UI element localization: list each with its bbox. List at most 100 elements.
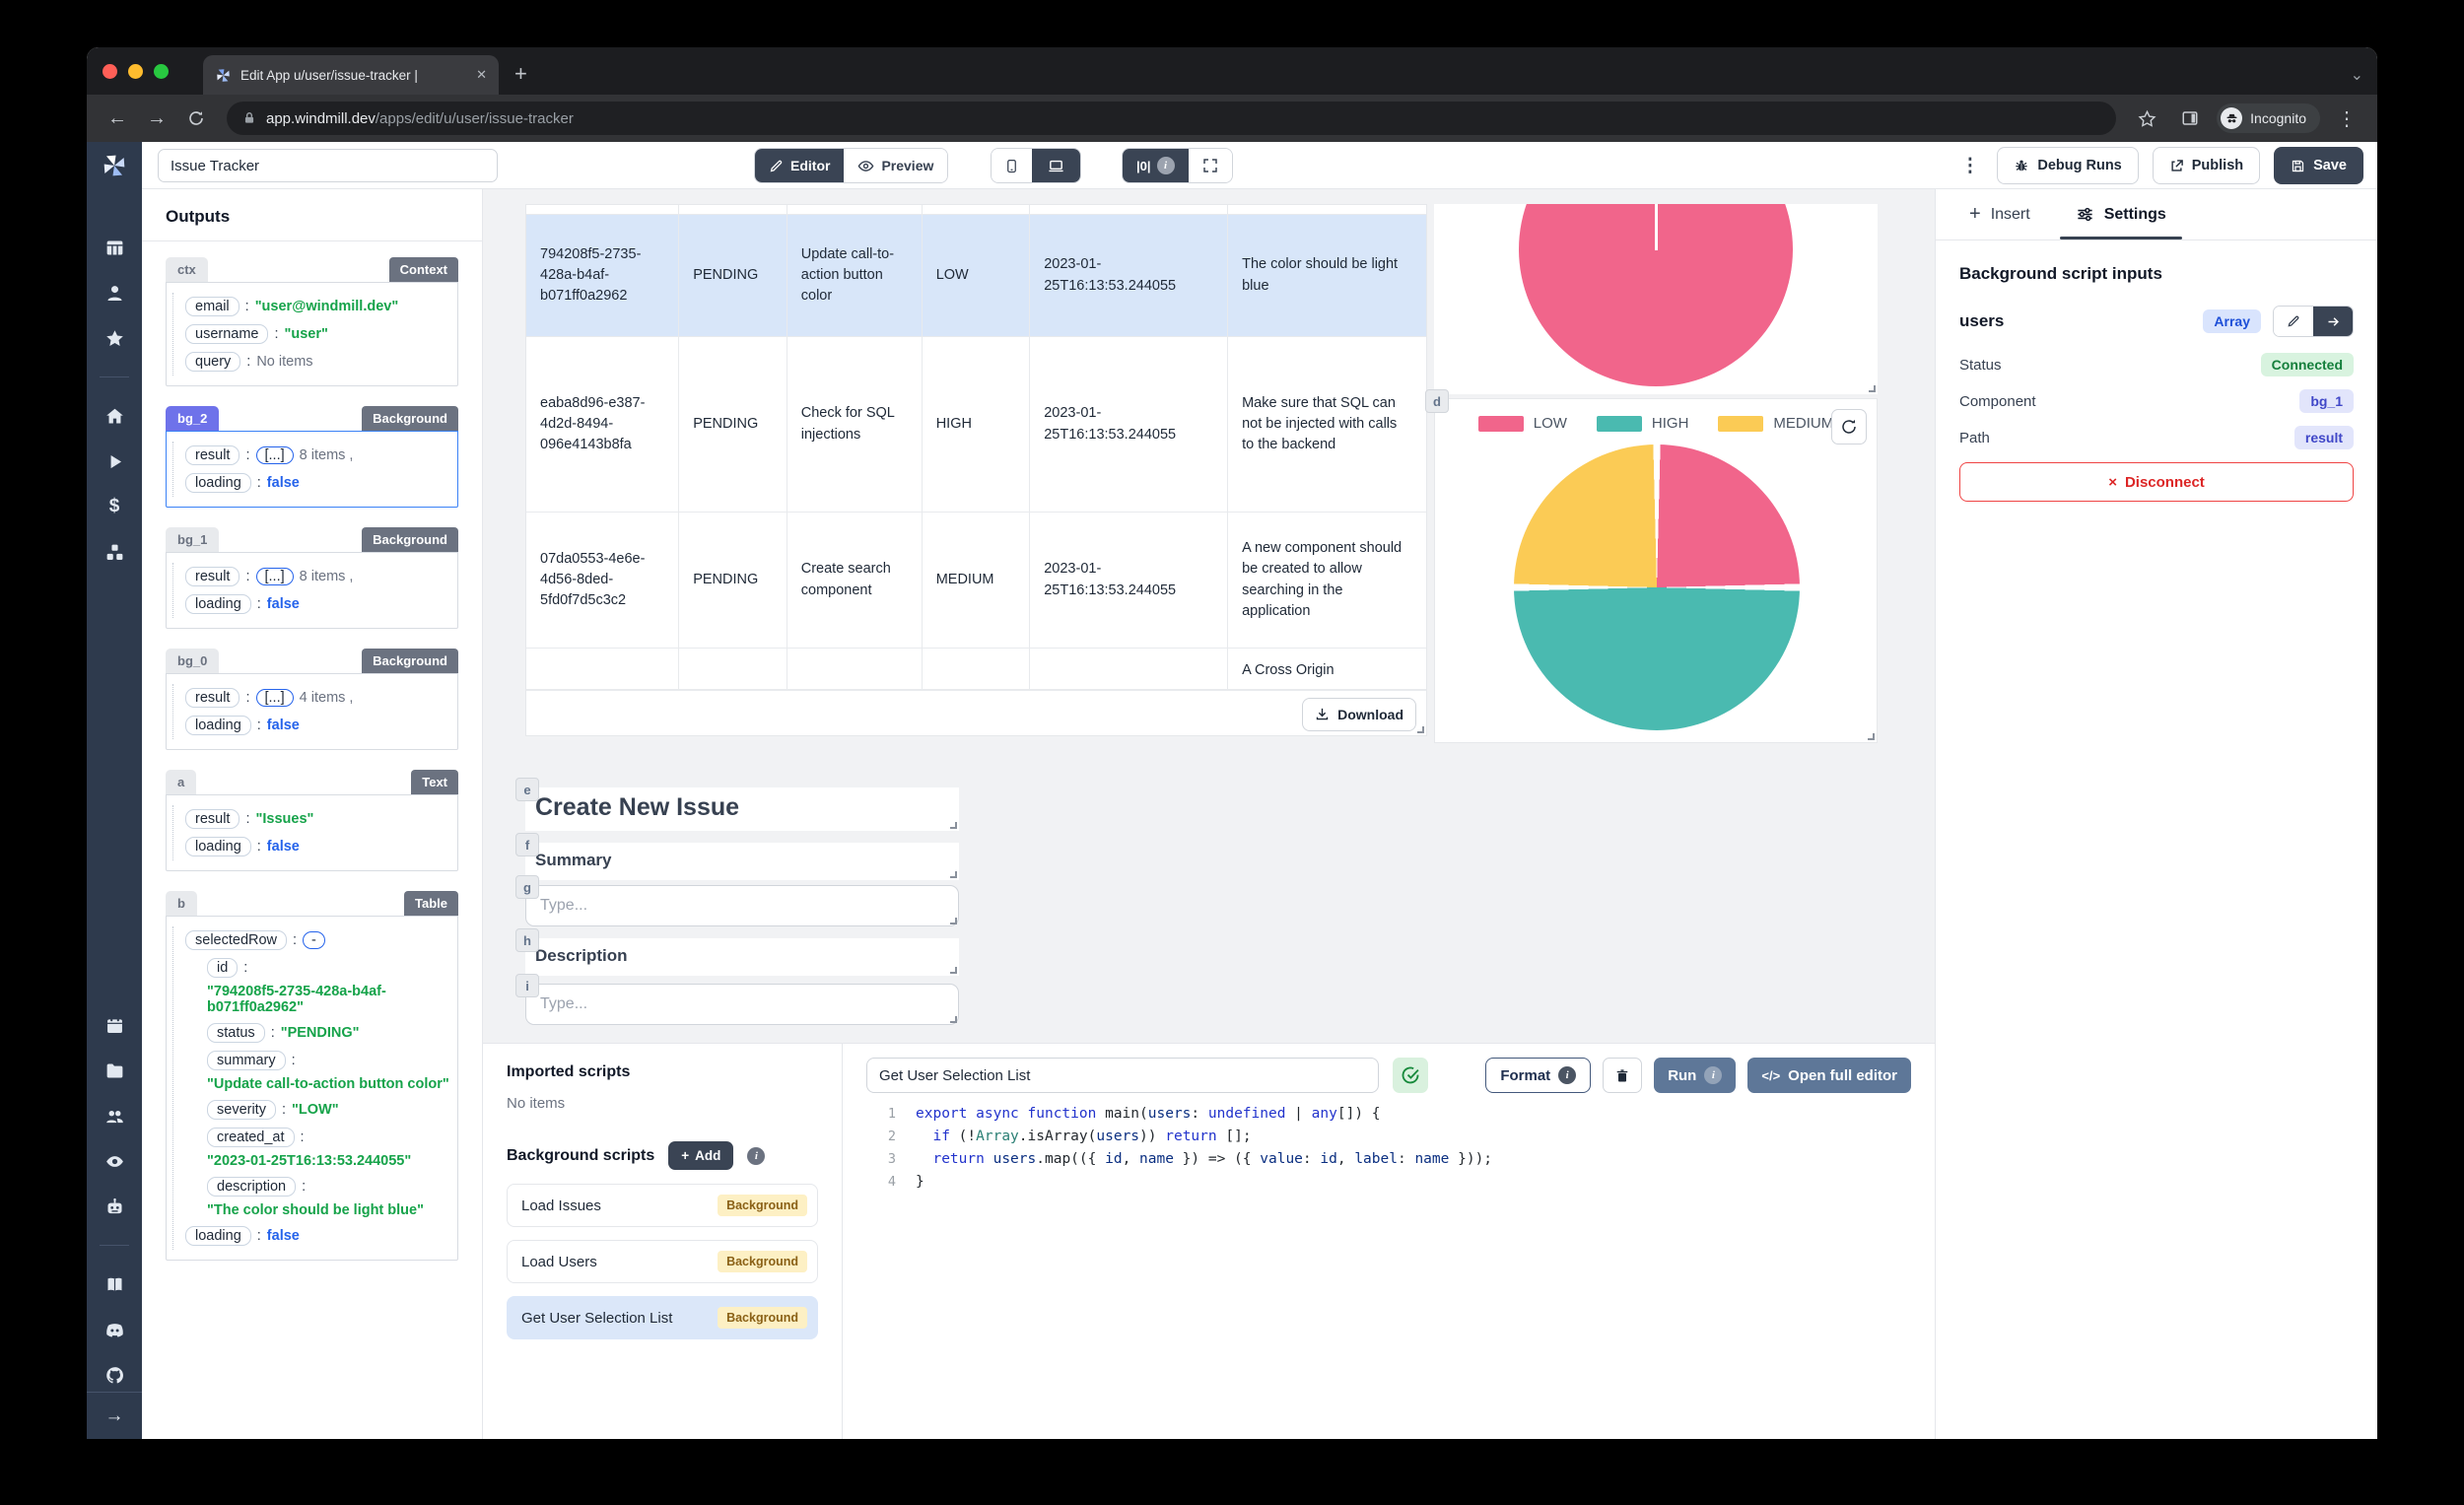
- script-item[interactable]: Get User Selection List Background: [507, 1296, 818, 1339]
- table-row[interactable]: eaba8d96-e387-4d2d-8494-096e4143b8fa PEND…: [526, 337, 1426, 513]
- output-key[interactable]: loading: [185, 594, 251, 614]
- resize-handle[interactable]: [950, 871, 957, 878]
- grid-lines-button[interactable]: |0| i: [1123, 149, 1189, 182]
- disconnect-button[interactable]: × Disconnect: [1959, 462, 2354, 502]
- code-editor[interactable]: 1 export async function main(users: undef…: [866, 1103, 1911, 1194]
- summary-input[interactable]: [525, 885, 959, 926]
- resize-handle[interactable]: [1417, 726, 1424, 733]
- script-item[interactable]: Load Users Background: [507, 1240, 818, 1283]
- tab-close-icon[interactable]: ✕: [476, 67, 487, 82]
- more-options-icon[interactable]: ⋮: [1960, 155, 1980, 176]
- output-key[interactable]: loading: [185, 837, 251, 856]
- pie-chart-component[interactable]: d LOW HIGH MEDIUM: [1425, 389, 1878, 743]
- component-id-chip[interactable]: bg_1: [166, 527, 220, 552]
- add-script-button[interactable]: + Add: [668, 1141, 734, 1170]
- output-collapsed-value[interactable]: [...]: [255, 689, 294, 707]
- mobile-view-button[interactable]: [992, 149, 1032, 182]
- back-button[interactable]: ←: [107, 106, 127, 129]
- output-key[interactable]: severity: [207, 1100, 276, 1120]
- star-icon[interactable]: [97, 321, 132, 355]
- user-icon[interactable]: [97, 276, 132, 309]
- output-key[interactable]: description: [207, 1177, 297, 1197]
- robot-icon[interactable]: [97, 1190, 132, 1223]
- users-icon[interactable]: [97, 1099, 132, 1132]
- fullscreen-button[interactable]: [1188, 149, 1232, 182]
- component-tag[interactable]: i: [515, 974, 539, 997]
- component-id-chip[interactable]: b: [166, 891, 197, 916]
- script-name-input[interactable]: [866, 1058, 1379, 1093]
- maximize-window-button[interactable]: [154, 64, 169, 79]
- script-item[interactable]: Load Issues Background: [507, 1184, 818, 1227]
- summary-label-component[interactable]: f Summary: [515, 833, 959, 880]
- legend-item-low[interactable]: LOW: [1477, 415, 1567, 432]
- output-key[interactable]: loading: [185, 716, 251, 735]
- new-tab-button[interactable]: +: [514, 61, 527, 86]
- output-key[interactable]: email: [185, 297, 240, 316]
- run-button[interactable]: Run i: [1654, 1058, 1737, 1093]
- output-key[interactable]: result: [185, 567, 240, 586]
- output-key[interactable]: selectedRow: [185, 930, 288, 950]
- output-key[interactable]: summary: [207, 1051, 286, 1070]
- type-badge[interactable]: Array: [2203, 309, 2261, 333]
- component-id-chip[interactable]: bg_0: [166, 649, 220, 673]
- discord-icon[interactable]: [97, 1313, 132, 1346]
- grid-apps-icon[interactable]: [97, 231, 132, 264]
- component-id-chip[interactable]: bg_2: [166, 406, 220, 431]
- debug-runs-button[interactable]: Debug Runs: [1997, 147, 2139, 184]
- output-key[interactable]: result: [185, 688, 240, 708]
- desktop-view-button[interactable]: [1032, 149, 1080, 182]
- github-icon[interactable]: [97, 1358, 132, 1392]
- folder-icon[interactable]: [97, 1054, 132, 1087]
- table-row[interactable]: 07da0553-4e6e-4d56-8ded-5fd0f7d5c3c2 PEND…: [526, 513, 1426, 649]
- component-id-chip[interactable]: a: [166, 770, 197, 794]
- component-tag[interactable]: h: [515, 928, 539, 952]
- form-title-component[interactable]: e Create New Issue: [515, 778, 959, 831]
- setting-value-badge[interactable]: Connected: [2260, 353, 2354, 376]
- delete-script-button[interactable]: [1603, 1058, 1643, 1093]
- macos-window-controls[interactable]: [103, 64, 169, 79]
- address-bar[interactable]: app.windmill.dev/apps/edit/u/user/issue-…: [227, 102, 2117, 135]
- setting-value-badge[interactable]: bg_1: [2299, 389, 2354, 413]
- table-row[interactable]: 794208f5-2735-428a-b4af-b071ff0a2962 PEND…: [526, 215, 1426, 337]
- refresh-button[interactable]: [1831, 409, 1867, 445]
- tab-insert[interactable]: + Insert: [1969, 203, 2030, 225]
- legend-item-medium[interactable]: MEDIUM: [1718, 415, 1833, 432]
- component-tag[interactable]: g: [515, 875, 539, 899]
- resize-handle[interactable]: [1868, 733, 1875, 740]
- output-key[interactable]: username: [185, 324, 269, 344]
- component-id-chip[interactable]: ctx: [166, 257, 208, 282]
- windmill-logo[interactable]: [87, 142, 142, 189]
- reload-button[interactable]: [179, 102, 213, 135]
- table-row[interactable]: A Cross Origin: [526, 649, 1426, 690]
- description-label-component[interactable]: h Description: [515, 928, 959, 976]
- output-collapsed-value[interactable]: [...]: [255, 568, 294, 585]
- download-button[interactable]: Download: [1302, 697, 1416, 731]
- forward-button[interactable]: →: [147, 106, 167, 129]
- play-icon[interactable]: [97, 445, 132, 478]
- browser-menu-icon[interactable]: ⋮: [2337, 107, 2357, 130]
- bookmark-star-icon[interactable]: [2130, 102, 2163, 135]
- output-key[interactable]: result: [185, 809, 240, 829]
- preview-mode-button[interactable]: Preview: [844, 149, 948, 182]
- book-icon[interactable]: [97, 1267, 132, 1301]
- home-icon[interactable]: [97, 399, 132, 433]
- component-tag[interactable]: d: [1425, 389, 1449, 413]
- output-key[interactable]: query: [185, 352, 241, 372]
- output-collapsed-value[interactable]: [...]: [255, 446, 294, 464]
- save-button[interactable]: Save: [2274, 147, 2363, 184]
- minimize-window-button[interactable]: [128, 64, 143, 79]
- resize-handle[interactable]: [950, 967, 957, 974]
- connect-mode-button[interactable]: [2313, 307, 2353, 336]
- resize-handle[interactable]: [950, 918, 957, 924]
- resize-handle[interactable]: [1869, 385, 1876, 392]
- calendar-icon[interactable]: [97, 1008, 132, 1042]
- tab-search-chevron-icon[interactable]: ⌄: [2350, 67, 2363, 84]
- open-full-editor-button[interactable]: </> Open full editor: [1747, 1058, 1911, 1093]
- component-tag[interactable]: f: [515, 833, 539, 856]
- output-collapsed-value[interactable]: -: [303, 931, 325, 949]
- close-window-button[interactable]: [103, 64, 117, 79]
- blocks-icon[interactable]: [97, 535, 132, 569]
- publish-button[interactable]: Publish: [2152, 147, 2261, 184]
- resize-handle[interactable]: [950, 1016, 957, 1023]
- app-name-input[interactable]: [158, 149, 498, 182]
